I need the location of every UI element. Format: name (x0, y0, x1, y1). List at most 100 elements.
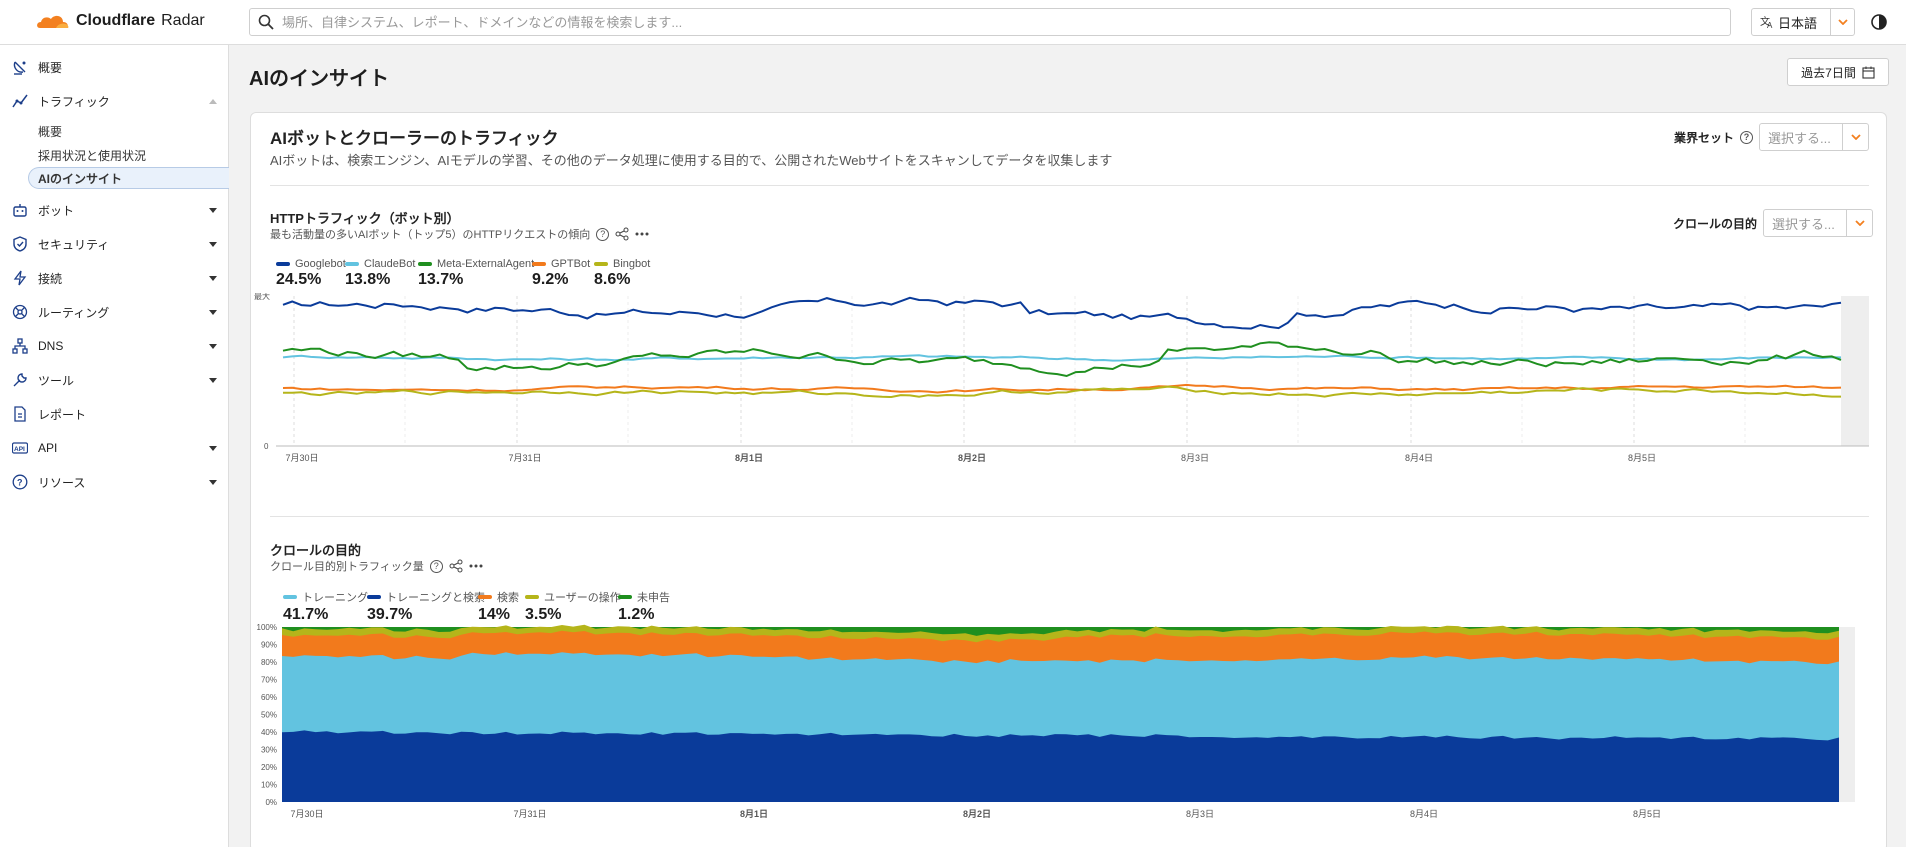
crawl-purpose-select[interactable]: 選択する... (1763, 209, 1874, 237)
svg-text:文: 文 (1760, 15, 1770, 28)
cloudflare-radar-logo[interactable]: Cloudflare Radar (36, 12, 205, 30)
crawl-purpose-subtitle: クロール目的別トラフィック量 ? (270, 558, 483, 574)
x-tick-label: 8月1日 (735, 453, 763, 463)
y-tick-label: 0 (264, 442, 269, 451)
series-line-0 (282, 296, 1842, 330)
top-bar: Cloudflare Radar 文A 日本語 (0, 0, 1906, 45)
sidebar-subitem-ai-insights[interactable]: AIのインサイト (28, 167, 229, 189)
lightning-icon (13, 270, 27, 286)
x-tick-label: 8月4日 (1405, 453, 1433, 463)
y-tick-label: 40% (261, 728, 277, 737)
x-tick-label: 8月2日 (963, 809, 991, 819)
legend-item-training-and-search[interactable]: トレーニングと検索 39.7% (367, 589, 485, 624)
share-icon[interactable] (449, 559, 463, 573)
date-range-label: 過去7日間 (1801, 65, 1856, 80)
divider (270, 185, 1869, 186)
industry-select[interactable]: 選択する... (1759, 123, 1870, 151)
x-tick-label: 8月5日 (1633, 809, 1661, 819)
legend-item-meta-externalagent[interactable]: Meta-ExternalAgent 13.7% (418, 258, 534, 289)
help-icon[interactable]: ? (429, 559, 443, 573)
sidebar-item-routing[interactable]: ルーティング (0, 299, 229, 325)
legend-swatch (367, 595, 381, 599)
theme-toggle-icon[interactable] (1870, 13, 1888, 31)
sidebar-item-connectivity[interactable]: 接続 (0, 265, 229, 291)
x-tick-label: 8月3日 (1186, 809, 1214, 819)
chevron-up-icon (209, 98, 217, 104)
y-tick-label: 70% (261, 676, 277, 685)
crawl-purpose-area-chart: 100% 90% 80% 70% 60% 50% 40% 30% 20% 10% 0% 7月30日 7月… (257, 624, 1855, 819)
legend-swatch (283, 595, 297, 599)
crawl-purpose-title: クロールの目的 (270, 543, 362, 558)
legend-swatch (594, 262, 608, 266)
legend-item-gptbot[interactable]: GPTBot 9.2% (532, 258, 590, 289)
legend-item-claudebot[interactable]: ClaudeBot 13.8% (345, 258, 415, 289)
sidebar-item-api[interactable]: API API (0, 435, 229, 461)
legend-label: 未申告 (637, 592, 670, 604)
sidebar-item-dns[interactable]: DNS (0, 333, 229, 359)
sidebar-item-reports[interactable]: レポート (0, 401, 229, 427)
sidebar-item-security[interactable]: セキュリティ (0, 231, 229, 257)
area-layer-0 (282, 730, 1839, 802)
sidebar-item-overview[interactable]: 概要 (0, 54, 229, 80)
wrench-icon (13, 373, 27, 387)
sidebar-item-label: レポート (38, 407, 87, 422)
http-traffic-subtitle-text: 最も活動量の多いAIボット（トップ5）のHTTPリクエストの傾向 (270, 229, 591, 241)
sidebar-subitem-overview[interactable]: 概要 (0, 120, 229, 142)
sidebar-subitem-label: AIのインサイト (38, 171, 123, 186)
sidebar-subitem-adoption[interactable]: 採用状況と使用状況 (0, 144, 229, 166)
legend-value: 13.8% (345, 271, 391, 288)
search-bar[interactable] (249, 8, 1731, 36)
help-icon[interactable]: ? (1740, 130, 1754, 144)
legend-item-googlebot[interactable]: Googlebot 24.5% (276, 258, 346, 289)
legend-swatch (525, 595, 539, 599)
y-tick-label: 最大 (254, 293, 270, 301)
sidebar-item-label: セキュリティ (38, 237, 110, 252)
chevron-down-icon (1854, 220, 1865, 226)
legend-label: Bingbot (613, 258, 651, 270)
http-traffic-line-chart: 7月30日 7月31日 8月1日 8月2日 8月3日 8月4日 8月5日 最大 0 (254, 293, 1869, 463)
legend-value: 39.7% (367, 606, 413, 623)
logo-product: Radar (161, 12, 205, 29)
legend-label: Googlebot (295, 258, 346, 270)
search-input[interactable] (282, 14, 1730, 30)
x-tick-label: 7月31日 (508, 453, 541, 463)
legend-item-search[interactable]: 検索 14% (478, 589, 519, 624)
legend-swatch (418, 262, 432, 266)
sidebar-item-label: 接続 (38, 271, 63, 286)
legend-item-user-action[interactable]: ユーザーの操作 3.5% (525, 589, 621, 624)
page-title: AIのインサイト (249, 68, 389, 90)
legend-label: トレーニング (302, 592, 368, 604)
series-line-1 (282, 354, 1842, 362)
svg-text:A: A (1767, 21, 1773, 29)
legend-swatch (618, 595, 632, 599)
sidebar-item-resources[interactable]: ? リソース (0, 469, 229, 495)
date-range-selector[interactable]: 過去7日間 (1787, 58, 1889, 86)
sidebar-item-label: DNS (38, 339, 64, 353)
sidebar-item-tools[interactable]: ツール (0, 367, 229, 393)
card-description: AIボットは、検索エンジン、AIモデルの学習、その他のデータ処理に使用する目的で… (270, 153, 1113, 168)
sidebar-item-label: ボット (38, 203, 75, 218)
svg-text:API: API (14, 446, 25, 453)
http-traffic-subtitle: 最も活動量の多いAIボット（トップ5）のHTTPリクエストの傾向 ? (270, 226, 649, 242)
y-tick-label: 80% (261, 658, 277, 667)
sidebar: 概要 トラフィック 概要 採用状況と使用状況 AIのインサイト ボット セキュリ… (0, 45, 229, 847)
more-options-icon[interactable] (635, 232, 649, 236)
sidebar-item-traffic[interactable]: トラフィック (0, 88, 229, 114)
legend-item-training[interactable]: トレーニング 41.7% (283, 589, 368, 624)
more-options-icon[interactable] (469, 564, 483, 568)
select-placeholder: 選択する... (1772, 216, 1835, 232)
legend-swatch (532, 262, 546, 266)
future-period-band (1839, 627, 1855, 802)
share-icon[interactable] (615, 227, 629, 241)
legend-value: 24.5% (276, 271, 322, 288)
sidebar-item-label: 概要 (38, 60, 63, 75)
x-tick-label: 8月1日 (740, 809, 768, 819)
sidebar-item-bots[interactable]: ボット (0, 197, 229, 223)
chevron-down-icon (209, 309, 217, 315)
legend-item-bingbot[interactable]: Bingbot 8.6% (594, 258, 650, 289)
dns-tree-icon (12, 338, 28, 354)
help-icon[interactable]: ? (596, 227, 610, 241)
legend-value: 13.7% (418, 271, 464, 288)
legend-item-undeclared[interactable]: 未申告 1.2% (618, 589, 670, 624)
